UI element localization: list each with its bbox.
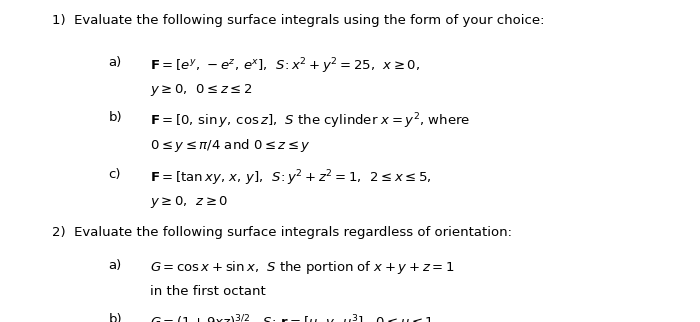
Text: $G = (1 + 9xz)^{3/2}$,  $S\!:\,\mathbf{r} = [u,\, v,\, u^3]$,  $0 \leq u \leq 1$: $G = (1 + 9xz)^{3/2}$, $S\!:\,\mathbf{r}…	[150, 313, 439, 322]
Text: b): b)	[108, 111, 122, 124]
Text: $G = \cos x + \sin x$,  $S$ the portion of $x + y + z = 1$: $G = \cos x + \sin x$, $S$ the portion o…	[150, 259, 455, 276]
Text: 1)  Evaluate the following surface integrals using the form of your choice:: 1) Evaluate the following surface integr…	[52, 14, 545, 27]
Text: $\mathbf{F} = [0,\, \sin y,\, \cos z]$,  $S$ the cylinder $x = y^2$, where: $\mathbf{F} = [0,\, \sin y,\, \cos z]$, …	[150, 111, 470, 131]
Text: in the first octant: in the first octant	[150, 285, 266, 298]
Text: $0 \leq y \leq \pi/4$ and $0 \leq z \leq y$: $0 \leq y \leq \pi/4$ and $0 \leq z \leq…	[150, 137, 312, 154]
Text: $y \geq 0$,  $0 \leq z \leq 2$: $y \geq 0$, $0 \leq z \leq 2$	[150, 82, 253, 98]
Text: a): a)	[108, 259, 122, 272]
Text: c): c)	[108, 168, 121, 181]
Text: $y \geq 0$,  $z \geq 0$: $y \geq 0$, $z \geq 0$	[150, 194, 229, 210]
Text: 2)  Evaluate the following surface integrals regardless of orientation:: 2) Evaluate the following surface integr…	[52, 226, 512, 239]
Text: $\mathbf{F} = [e^y,\, -e^z,\, e^x]$,  $S\!: x^2 + y^2 = 25$,  $x \geq 0$,: $\mathbf{F} = [e^y,\, -e^z,\, e^x]$, $S\…	[150, 56, 421, 76]
Text: a): a)	[108, 56, 122, 69]
Text: b): b)	[108, 313, 122, 322]
Text: $\mathbf{F} = [\tan xy,\, x,\, y]$,  $S\!: y^2 + z^2 = 1$,  $2 \leq x \leq 5$,: $\mathbf{F} = [\tan xy,\, x,\, y]$, $S\!…	[150, 168, 432, 188]
